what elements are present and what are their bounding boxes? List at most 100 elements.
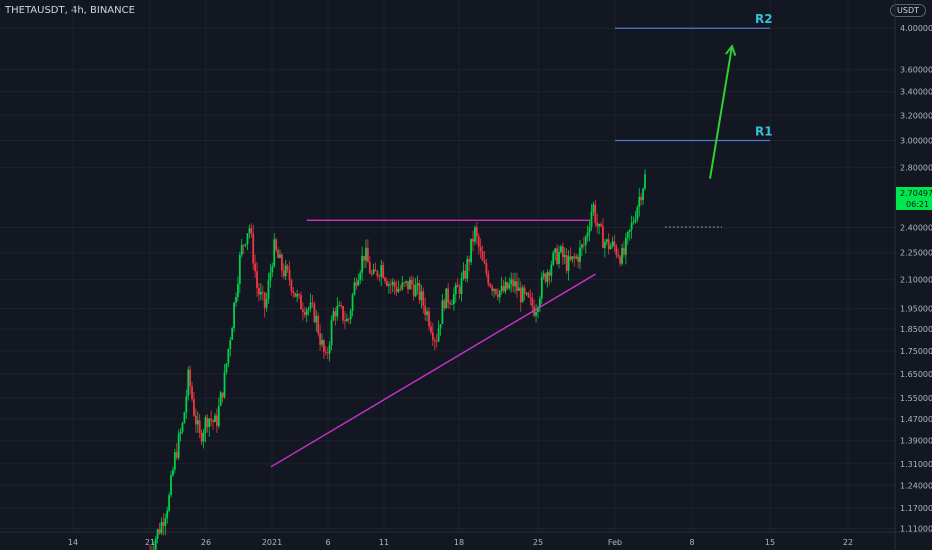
r2-label: R2	[755, 12, 773, 26]
candle-body	[248, 228, 251, 234]
time-tick-label: 26	[201, 538, 211, 547]
candle-body	[380, 264, 383, 277]
candle-body	[399, 288, 402, 290]
candle-body	[626, 231, 629, 238]
candle-body	[212, 420, 214, 422]
candle-body	[300, 295, 302, 310]
candle-body	[359, 272, 362, 280]
price-tick-label: 1.65000	[900, 370, 932, 379]
candle-body	[613, 241, 616, 247]
candle-body	[323, 340, 325, 352]
candle-body	[294, 293, 297, 297]
candle-body	[479, 246, 482, 252]
candle-body	[334, 311, 337, 317]
candle-body	[242, 245, 245, 246]
candle-body	[514, 281, 516, 287]
candle-body	[305, 309, 308, 315]
candle-body	[391, 281, 394, 285]
candle-body	[523, 287, 526, 294]
current-price-label: 2.70497	[900, 189, 932, 198]
candle-body	[344, 320, 346, 322]
current-price-box	[896, 187, 932, 210]
candle-body	[458, 287, 461, 295]
candle-body	[565, 255, 568, 271]
candle-body	[454, 285, 457, 295]
support-line	[270, 273, 596, 468]
candle-body	[233, 302, 235, 329]
candle-body	[256, 271, 258, 288]
candle-body	[280, 254, 283, 271]
candle-body	[303, 312, 306, 315]
candle-body	[407, 281, 409, 290]
candle-body	[516, 281, 518, 291]
candle-body	[185, 396, 188, 413]
price-tick-label: 1.47000	[900, 415, 932, 424]
candle-body	[563, 255, 566, 258]
price-tick-label: 2.80000	[900, 163, 932, 172]
candle-body	[544, 273, 547, 282]
price-axis[interactable]: 4.00000 3.60000 3.40000 3.20000 3.00000 2.800…	[896, 24, 932, 533]
candle-body	[168, 495, 171, 511]
candle-body	[173, 452, 176, 470]
time-axis[interactable]: 14 21 26 2021 6 11 18 25 Feb 8 15 22	[68, 538, 853, 547]
candle-body	[292, 291, 295, 294]
price-tick-label: 2.25000	[900, 249, 932, 258]
r1-label: R1	[755, 124, 773, 138]
candle-body	[315, 315, 318, 323]
candle-body	[592, 204, 595, 212]
candle-body	[496, 293, 499, 298]
candle-body	[558, 251, 560, 265]
candle-body	[319, 333, 321, 345]
candle-body	[313, 303, 316, 323]
candle-body	[474, 227, 476, 242]
time-tick-label: 18	[454, 538, 464, 547]
candle-body	[449, 302, 451, 305]
candle-body	[286, 265, 289, 270]
candle-body	[529, 296, 532, 298]
candle-body	[338, 305, 341, 306]
candle-body	[470, 238, 472, 263]
candle-body	[401, 282, 404, 290]
candle-body	[238, 254, 241, 284]
time-tick-label: 25	[533, 538, 543, 547]
candle-body	[156, 529, 159, 539]
candle-body	[267, 280, 270, 299]
candle-body	[244, 244, 247, 246]
candle-body	[219, 392, 222, 406]
candle-body	[397, 288, 400, 292]
candle-body	[225, 363, 228, 373]
candle-body	[384, 277, 386, 282]
candle-body	[183, 412, 186, 424]
price-tick-label: 1.11000	[900, 524, 932, 533]
candle-body	[231, 328, 234, 340]
arrow-head	[725, 44, 737, 56]
candle-body	[538, 298, 541, 308]
candle-body	[275, 239, 278, 251]
candle-body	[202, 432, 205, 442]
candle-body	[296, 294, 299, 297]
candle-body	[271, 266, 274, 273]
candle-body	[172, 469, 174, 476]
candle-body	[500, 286, 503, 291]
candle-body	[464, 270, 467, 279]
countdown-label: 06:21	[906, 200, 929, 209]
price-tick-label: 3.00000	[900, 136, 932, 145]
price-tick-label: 1.24000	[900, 481, 932, 490]
price-tick-label: 3.60000	[900, 65, 932, 74]
candle-body	[462, 270, 465, 279]
candle-body	[642, 188, 644, 201]
candle-body	[284, 265, 287, 277]
candle-body	[204, 417, 207, 433]
candle-body	[223, 372, 226, 398]
candle-body	[366, 247, 369, 263]
candle-body	[638, 196, 641, 208]
time-tick-label: 2021	[262, 538, 282, 547]
candle-body	[630, 222, 633, 230]
candle-body	[177, 434, 180, 458]
currency-button[interactable]: USDT	[890, 4, 926, 17]
time-tick-label: 11	[379, 538, 389, 547]
candle-body	[477, 236, 480, 247]
candle-body	[552, 252, 555, 265]
candle-body	[370, 273, 373, 275]
